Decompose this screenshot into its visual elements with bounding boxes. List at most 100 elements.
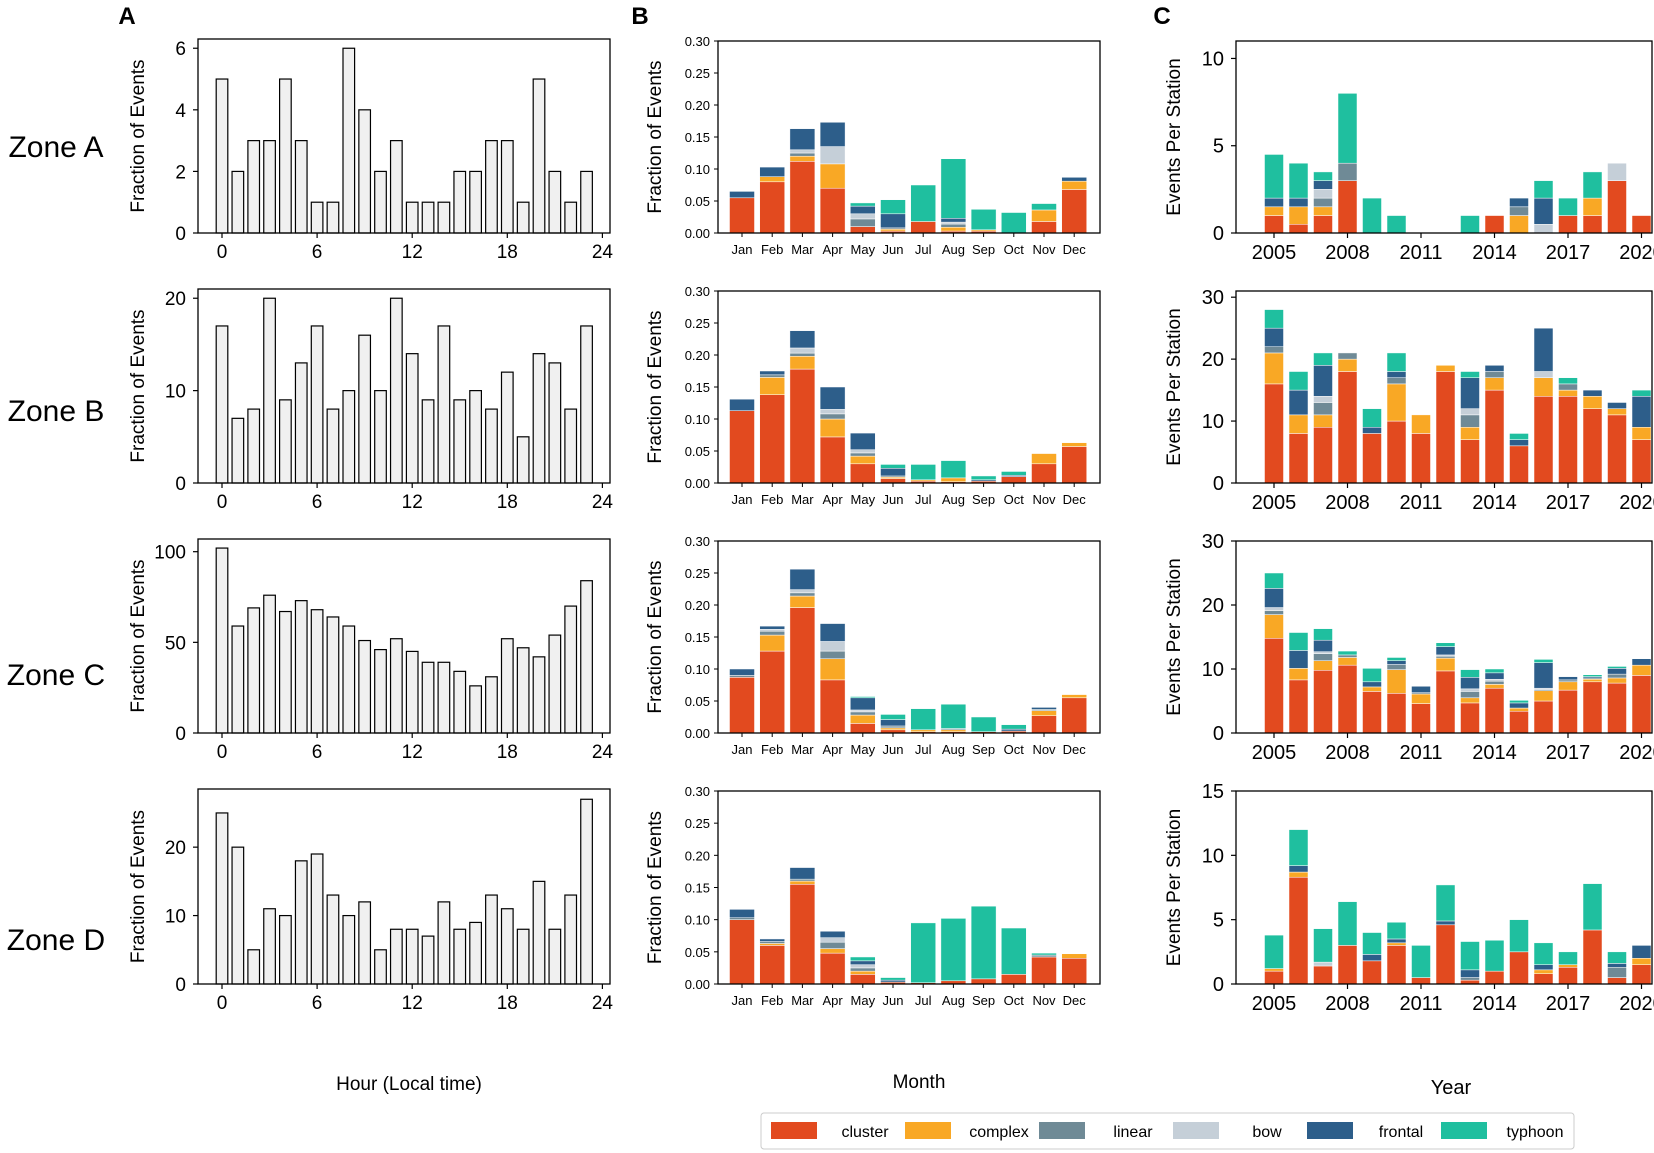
- y-tick-label: 10: [1202, 411, 1224, 433]
- bar-segment-complex: [1484, 377, 1505, 391]
- bar-segment-frontal: [729, 398, 755, 411]
- bar-segment-typhoon: [1460, 371, 1480, 378]
- bar-segment-cluster: [1509, 445, 1529, 484]
- bar-segment-typhoon: [1001, 724, 1027, 730]
- bar-segment-typhoon: [850, 202, 876, 207]
- bar-segment-cluster: [850, 974, 876, 985]
- bar-segment-frontal: [1264, 588, 1284, 608]
- x-tick-label: 2014: [1472, 242, 1517, 264]
- bar-segment-frontal: [819, 930, 846, 938]
- y-axis-label: Fraction of Events: [645, 560, 666, 713]
- bar-segment-cluster: [1288, 224, 1309, 234]
- bar-segment-cluster: [1460, 702, 1480, 734]
- hour-bar: [437, 201, 451, 234]
- x-tick-label: Aug: [942, 742, 965, 757]
- bar-segment-typhoon: [1631, 389, 1652, 397]
- hour-bar: [437, 325, 451, 484]
- bar-segment-frontal: [1362, 954, 1382, 962]
- bar-segment-frontal: [1533, 327, 1554, 372]
- hour-bar: [437, 901, 451, 985]
- bar-segment-frontal: [880, 979, 906, 983]
- y-tick-label: 0.25: [685, 816, 710, 831]
- bar-segment-frontal: [1288, 197, 1309, 208]
- bar-segment-linear: [789, 352, 816, 357]
- bar-segment-bow: [819, 641, 846, 652]
- y-tick-label: 0: [1213, 723, 1224, 745]
- bar-segment-linear: [1607, 967, 1627, 978]
- bar-segment-frontal: [1362, 681, 1382, 688]
- bar-segment-complex: [1631, 664, 1652, 676]
- bar-segment-complex: [1288, 206, 1309, 225]
- bar-segment-frontal: [1607, 963, 1627, 968]
- bar-segment-typhoon: [1264, 572, 1284, 589]
- bar-segment-cluster: [1288, 433, 1309, 484]
- bar-segment-frontal: [940, 218, 967, 223]
- x-tick-label: Jan: [732, 742, 753, 757]
- bar-segment-complex: [940, 477, 967, 482]
- legend-label-complex: complex: [969, 1124, 1029, 1141]
- bar-segment-typhoon: [1264, 154, 1284, 199]
- bar-segment-linear: [789, 592, 816, 597]
- x-tick-label: Dec: [1063, 492, 1087, 507]
- bar-segment-cluster: [819, 952, 846, 985]
- y-axis-label: Fraction of Events: [128, 309, 149, 462]
- y-tick-label: 0.20: [685, 98, 710, 113]
- y-tick-label: 0.00: [685, 726, 710, 741]
- bar-segment-typhoon: [880, 977, 906, 981]
- x-tick-label: Apr: [822, 492, 843, 507]
- x-tick-label: 2008: [1325, 242, 1370, 264]
- bar-segment-frontal: [1509, 439, 1529, 447]
- bar-segment-typhoon: [1607, 666, 1627, 669]
- x-tick-label: Nov: [1032, 242, 1056, 257]
- x-tick-label: Sep: [972, 993, 995, 1008]
- hour-bar: [389, 928, 403, 985]
- hour-bar: [374, 390, 387, 484]
- y-tick-label: 20: [165, 289, 186, 310]
- bar-segment-typhoon: [940, 460, 967, 479]
- bar-segment-complex: [1460, 427, 1480, 440]
- bar-segment-frontal: [880, 213, 906, 229]
- hour-bar: [374, 949, 387, 985]
- bar-segment-complex: [1264, 614, 1284, 639]
- bar-segment-bow: [1533, 371, 1554, 378]
- axes-frame: [197, 788, 611, 985]
- y-tick-label: 0: [1213, 223, 1224, 245]
- y-tick-label: 5: [1213, 136, 1224, 158]
- hour-bar: [405, 928, 419, 985]
- y-tick-label: 100: [154, 543, 186, 564]
- bar-segment-bow: [789, 149, 816, 154]
- bar-segment-cluster: [1337, 664, 1358, 734]
- hour-bar: [485, 894, 498, 985]
- hour-bar: [358, 639, 372, 734]
- y-tick-label: 0: [1213, 974, 1224, 996]
- bar-segment-cluster: [850, 226, 876, 234]
- bar-segment-linear: [1313, 653, 1333, 661]
- bar-segment-complex: [1264, 968, 1284, 972]
- bar-segment-typhoon: [1362, 932, 1382, 955]
- bar-segment-typhoon: [1362, 408, 1382, 428]
- y-tick-label: 10: [1202, 659, 1224, 681]
- hour-bar: [516, 647, 530, 734]
- x-tick-label: 2014: [1472, 993, 1517, 1015]
- bar-segment-complex: [1061, 953, 1087, 959]
- bar-segment-complex: [759, 943, 785, 946]
- bar-segment-linear: [1031, 954, 1057, 958]
- x-tick-label: Jun: [883, 242, 904, 257]
- x-tick-label: 2011: [1399, 742, 1442, 764]
- hour-bar: [516, 928, 530, 985]
- hour-bar: [342, 390, 356, 484]
- x-tick-label: 6: [312, 993, 323, 1014]
- y-axis-label: Events Per Station: [1164, 308, 1185, 465]
- bar-segment-linear: [1558, 383, 1578, 391]
- bar-segment-typhoon: [970, 475, 997, 481]
- y-tick-label: 0.30: [685, 34, 710, 49]
- legend-swatch-frontal: [1307, 1122, 1353, 1139]
- bar-segment-cluster: [729, 197, 755, 234]
- bar-segment-linear: [850, 711, 876, 716]
- bar-segment-frontal: [1313, 365, 1333, 397]
- bar-segment-frontal: [1264, 197, 1284, 208]
- bar-segment-complex: [1061, 180, 1087, 190]
- x-tick-label: 2011: [1399, 993, 1442, 1015]
- bar-segment-frontal: [1484, 365, 1505, 372]
- bar-segment-complex: [1558, 681, 1578, 691]
